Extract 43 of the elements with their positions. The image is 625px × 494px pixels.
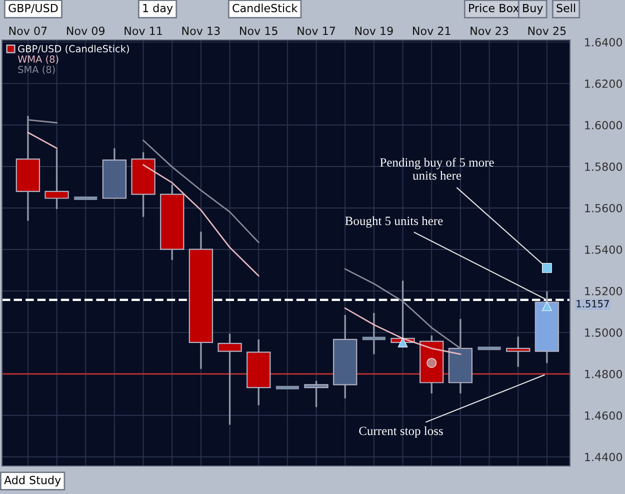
- x-tick-label: Nov 21: [413, 26, 450, 36]
- annotation: Current stop loss: [359, 426, 443, 438]
- y-tick-label: 1.6000: [585, 121, 622, 130]
- annotation: Bought 5 units here: [345, 216, 443, 228]
- y-tick-label: 1.6200: [585, 80, 622, 88]
- candlestick: [218, 332, 242, 426]
- y-tick-label: 1.5600: [585, 204, 622, 212]
- point: [398, 337, 408, 348]
- candlestick: [506, 336, 530, 368]
- annotation: Pending buy of 5 more units here: [380, 158, 494, 180]
- y-tick-label: 1.5800: [585, 162, 622, 171]
- text: 1 day: [143, 4, 173, 14]
- text: Add Study: [4, 476, 61, 486]
- x-tick-label: Nov 09: [67, 26, 105, 36]
- x-tick-label: Nov 25: [528, 26, 566, 36]
- text: GBP/USD: [8, 4, 58, 14]
- y-tick-label: 1.4400: [585, 452, 622, 462]
- point: [426, 358, 437, 368]
- x-tick-label: Nov 11: [124, 26, 162, 36]
- y-tick-label: 1.5400: [585, 245, 622, 254]
- x-tick-label: Nov 07: [9, 26, 47, 36]
- text: WMA (8): [18, 55, 58, 64]
- text: Buy: [523, 4, 543, 14]
- text: CandleStick: [232, 4, 298, 12]
- text: Price Box: [469, 4, 519, 12]
- legend-label: GBP/USD (CandleStick): [18, 44, 129, 54]
- x-tick-label: Nov 17: [298, 26, 335, 36]
- x-tick-label: Nov 13: [182, 26, 220, 36]
- y-tick-label: 1.5200: [585, 286, 622, 296]
- point: [542, 301, 552, 312]
- ref-line-label: 1.5157: [576, 300, 609, 308]
- text: SMA (8): [18, 66, 55, 74]
- candlestick: [44, 148, 69, 210]
- point: [542, 262, 552, 273]
- x-tick-label: Nov 15: [240, 26, 278, 36]
- x-tick-label: Nov 23: [470, 26, 508, 36]
- y-tick-label: 1.5000: [585, 328, 622, 337]
- y-tick-label: 1.6400: [585, 38, 622, 46]
- x-tick-label: Nov 19: [355, 26, 393, 36]
- text: Sell: [556, 4, 576, 12]
- y-tick-label: 1.4800: [585, 370, 622, 378]
- y-tick-label: 1.4600: [585, 411, 622, 420]
- candlestick: [304, 380, 328, 408]
